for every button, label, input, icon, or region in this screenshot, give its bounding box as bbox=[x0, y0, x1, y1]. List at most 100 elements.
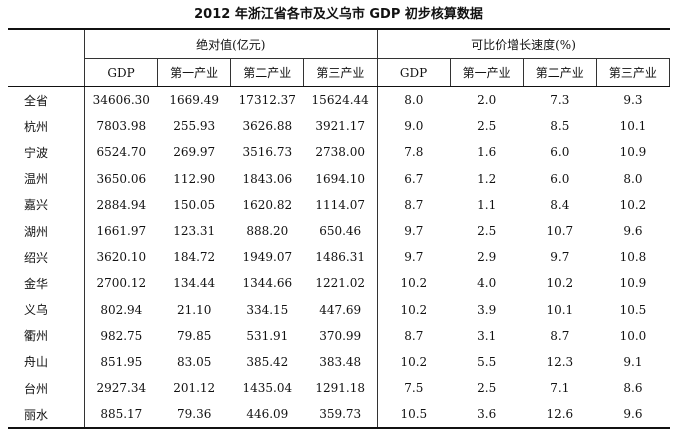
cell: 2.9 bbox=[477, 250, 497, 265]
cell: 9.6 bbox=[623, 407, 643, 422]
data-table: 绝对值(亿元) 可比价增长速度(%) GDP 第一产业 第二产业 第三产业 GDP 第一产业第… bbox=[8, 28, 671, 430]
cell: 1949.07 bbox=[242, 250, 293, 265]
cell: 15624.44 bbox=[303, 86, 378, 114]
cell: 3.6 bbox=[477, 407, 497, 422]
cell: 2.5 bbox=[477, 224, 497, 239]
cell: 359.73 bbox=[303, 401, 378, 429]
cell: 17312.37 bbox=[238, 93, 296, 108]
cell: 8.7 bbox=[550, 328, 570, 343]
cell: 2738.00 bbox=[303, 139, 378, 166]
corner-cell bbox=[8, 58, 85, 87]
cell: 1114.07 bbox=[303, 191, 378, 218]
cell: 3.1 bbox=[477, 328, 497, 343]
cell: 7803.98 bbox=[96, 119, 147, 134]
group-header: 可比价增长速度(%) bbox=[377, 29, 670, 59]
row-label: 宁波 bbox=[8, 139, 85, 166]
data-row: 杭州 7803.98 255.93 3626.88 3921.17 9.0 2.5 8.5 10… bbox=[8, 113, 670, 140]
column-header: 第二产业 bbox=[523, 58, 597, 87]
cell: 3516.73 bbox=[242, 145, 293, 160]
row-label: 台州 bbox=[8, 375, 85, 402]
cell: 1221.02 bbox=[303, 270, 378, 297]
cell: 6524.70 bbox=[96, 145, 147, 160]
cell: 8.7 bbox=[404, 328, 424, 343]
cell: 7.1 bbox=[550, 381, 570, 396]
cell: 2.5 bbox=[477, 381, 497, 396]
cell: 8.0 bbox=[623, 171, 643, 186]
column-header: 第一产业 bbox=[157, 58, 232, 87]
cell: 9.1 bbox=[623, 354, 643, 369]
data-row: 舟山 851.95 83.05 385.42 383.48 10.2 5.5 12.3 9.1 bbox=[8, 348, 670, 376]
cell: 10.2 bbox=[546, 276, 574, 291]
cell: 79.85 bbox=[177, 328, 212, 343]
cell: 531.91 bbox=[246, 328, 289, 343]
column-header: 第一产业 bbox=[450, 58, 524, 87]
cell: 1620.82 bbox=[242, 197, 293, 212]
cell: 9.7 bbox=[550, 250, 570, 265]
cell: 184.72 bbox=[173, 250, 216, 265]
cell: 9.3 bbox=[623, 93, 643, 108]
row-label: 绍兴 bbox=[8, 244, 85, 271]
cell: 1669.49 bbox=[169, 93, 219, 108]
data-row: 宁波 6524.70 269.97 3516.73 2738.00 7.8 1.6 6.0 10… bbox=[8, 139, 670, 166]
cell: 2884.94 bbox=[96, 197, 147, 212]
cell: 10.2 bbox=[400, 276, 428, 291]
cell: 982.75 bbox=[100, 328, 143, 343]
cell: 3650.06 bbox=[96, 171, 147, 186]
row-label: 温州 bbox=[8, 165, 85, 192]
data-row: 丽水 885.17 79.36 446.09 359.73 10.5 3.6 12.6 9.6 bbox=[8, 401, 670, 429]
cell: 1486.31 bbox=[303, 244, 378, 271]
cell: 10.5 bbox=[400, 407, 428, 422]
cell: 10.1 bbox=[619, 119, 647, 134]
cell: 10.2 bbox=[619, 197, 647, 212]
cell: 9.6 bbox=[623, 224, 643, 239]
data-row: 绍兴 3620.10 184.72 1949.07 1486.31 9.7 2.9 9.7 10… bbox=[8, 244, 670, 271]
cell: 8.5 bbox=[550, 119, 570, 134]
cell: 2927.34 bbox=[96, 381, 147, 396]
row-label: 舟山 bbox=[8, 348, 85, 376]
cell: 1.1 bbox=[477, 197, 497, 212]
data-row: 金华 2700.12 134.44 1344.66 1221.02 10.2 4.0 10.2… bbox=[8, 270, 670, 297]
cell: 10.9 bbox=[619, 145, 647, 160]
cell: 83.05 bbox=[177, 354, 212, 369]
cell: 2.5 bbox=[477, 119, 497, 134]
cell: 334.15 bbox=[246, 302, 289, 317]
cell: 34606.30 bbox=[92, 93, 150, 108]
cell: 112.90 bbox=[173, 171, 216, 186]
cell: 7.8 bbox=[404, 145, 424, 160]
row-label: 杭州 bbox=[8, 113, 85, 140]
cell: 9.7 bbox=[404, 250, 424, 265]
cell: 21.10 bbox=[177, 302, 212, 317]
cell: 370.99 bbox=[303, 322, 378, 349]
cell: 79.36 bbox=[177, 407, 212, 422]
cell: 10.1 bbox=[546, 302, 574, 317]
cell: 2700.12 bbox=[96, 276, 147, 291]
cell: 8.6 bbox=[623, 381, 643, 396]
cell: 10.7 bbox=[546, 224, 574, 239]
cell: 8.4 bbox=[550, 197, 570, 212]
cell: 3.9 bbox=[477, 302, 497, 317]
column-header: 第二产业 bbox=[230, 58, 305, 87]
column-header: GDP bbox=[377, 58, 451, 87]
cell: 802.94 bbox=[100, 302, 143, 317]
cell: 6.7 bbox=[404, 171, 424, 186]
data-row: 嘉兴 2884.94 150.05 1620.82 1114.07 8.7 1.1 8.4 10… bbox=[8, 191, 670, 218]
cell: 1843.06 bbox=[242, 171, 293, 186]
cell: 1694.10 bbox=[303, 165, 378, 192]
header-row: GDP 第一产业 第二产业 第三产业 GDP 第一产业 第二产业 第三产业 bbox=[8, 58, 671, 87]
cell: 269.97 bbox=[173, 145, 216, 160]
cell: 1661.97 bbox=[96, 224, 147, 239]
data-row: 温州 3650.06 112.90 1843.06 1694.10 6.7 1.2 6.0 8.… bbox=[8, 165, 670, 192]
cell: 7.5 bbox=[404, 381, 424, 396]
cell: 10.0 bbox=[619, 328, 647, 343]
data-row: 衢州 982.75 79.85 531.91 370.99 8.7 3.1 8.7 10.0 bbox=[8, 322, 670, 349]
data-row: 全省 34606.30 1669.49 17312.37 15624.44 8.0 2.0 7… bbox=[8, 86, 670, 114]
cell: 255.93 bbox=[173, 119, 216, 134]
cell: 5.5 bbox=[477, 354, 497, 369]
cell: 1.6 bbox=[477, 145, 497, 160]
row-label: 丽水 bbox=[8, 401, 85, 429]
row-label: 湖州 bbox=[8, 217, 85, 245]
cell: 6.0 bbox=[550, 171, 570, 186]
row-label: 金华 bbox=[8, 270, 85, 297]
group-header: 绝对值(亿元) bbox=[84, 29, 378, 59]
